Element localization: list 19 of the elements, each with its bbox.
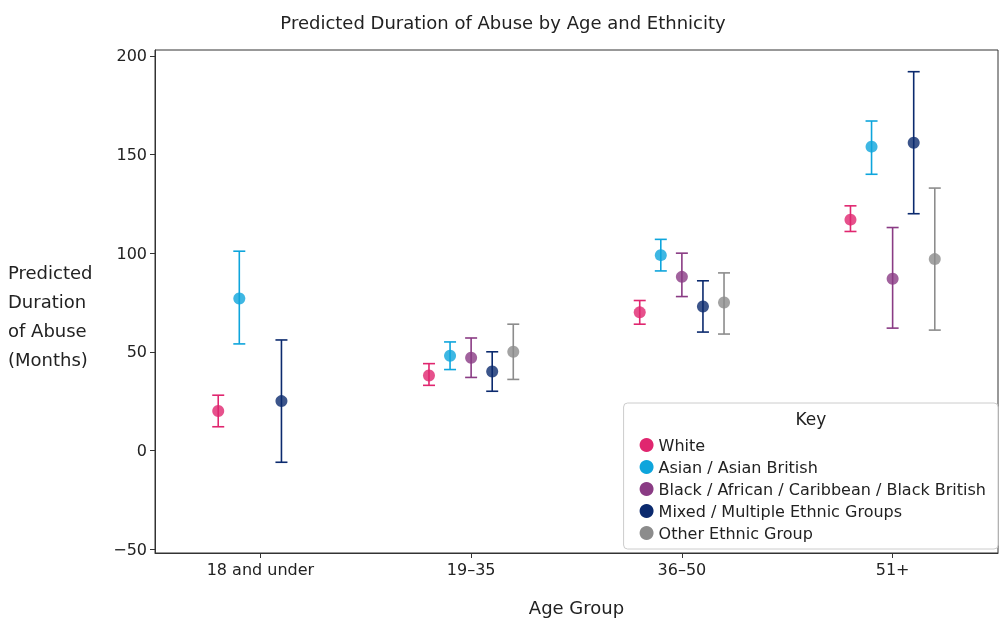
x-tick-label: 19–35	[446, 559, 496, 579]
legend-label: Mixed / Multiple Ethnic Groups	[658, 501, 903, 521]
y-tick-label: 0	[136, 440, 147, 460]
legend-label: White	[658, 435, 706, 455]
legend-label: Black / African / Caribbean / Black British	[658, 479, 986, 499]
legend-title: Key	[795, 409, 827, 429]
legend-label: Asian / Asian British	[658, 457, 818, 477]
legend-label: Other Ethnic Group	[658, 523, 813, 543]
y-axis-title: Predicted Duration of Abuse (Months)	[8, 262, 99, 370]
y-tick-label: 150	[116, 145, 147, 165]
x-tick-label: 18 and under	[206, 559, 315, 579]
y-tick-label: −50	[113, 539, 147, 559]
y-tick-label: 100	[116, 243, 147, 263]
x-tick-label: 51+	[875, 559, 910, 579]
y-tick-label: 200	[116, 46, 147, 66]
x-axis-title: Age Group	[528, 596, 625, 618]
y-tick-label: 50	[126, 342, 147, 362]
x-tick-label: 36–50	[657, 559, 707, 579]
chart-title: Predicted Duration of Abuse by Age and Ethnicity	[280, 11, 726, 33]
